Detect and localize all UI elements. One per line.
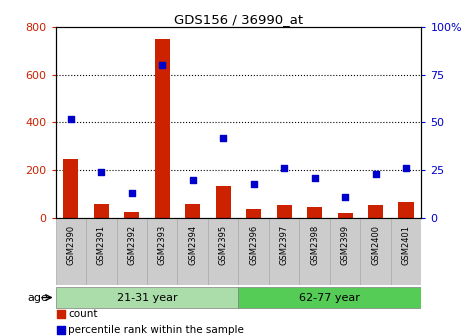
Bar (246, 209, 261, 218)
Point (341, 194, 349, 200)
Text: GSM2399: GSM2399 (341, 225, 350, 265)
Bar (300, 218, 330, 285)
Text: age: age (27, 293, 48, 302)
Bar (276, 205, 292, 218)
Bar (155, 39, 170, 218)
Point (57, 312, 65, 317)
Bar (86, 218, 117, 285)
Bar (208, 218, 238, 285)
Bar (368, 205, 383, 218)
Bar (177, 218, 208, 285)
Text: GSM2394: GSM2394 (188, 225, 197, 265)
Bar (307, 207, 322, 218)
Point (57, 328, 65, 333)
Point (311, 175, 319, 180)
Point (158, 62, 166, 68)
Bar (124, 212, 139, 218)
Bar (185, 204, 200, 218)
Text: percentile rank within the sample: percentile rank within the sample (69, 325, 244, 335)
Text: GSM2401: GSM2401 (401, 225, 411, 265)
Bar (338, 213, 353, 218)
Bar (94, 204, 109, 218)
Text: GSM2397: GSM2397 (280, 225, 288, 265)
Text: GSM2398: GSM2398 (310, 225, 319, 265)
Point (128, 191, 136, 196)
Bar (391, 218, 421, 285)
Text: GSM2390: GSM2390 (66, 225, 75, 265)
Bar (360, 218, 391, 285)
Text: 21-31 year: 21-31 year (117, 293, 177, 302)
Point (219, 135, 227, 140)
Bar (330, 218, 360, 285)
Text: GSM2396: GSM2396 (249, 225, 258, 265)
Point (372, 171, 379, 177)
Bar (117, 218, 147, 285)
Text: GSM2392: GSM2392 (127, 225, 136, 265)
Bar (399, 203, 414, 218)
Text: GSM2400: GSM2400 (371, 225, 380, 265)
Point (402, 166, 410, 171)
Bar (56, 218, 86, 285)
Text: GSM2391: GSM2391 (97, 225, 106, 265)
Bar (63, 160, 78, 218)
Bar (147, 218, 177, 285)
Text: count: count (69, 309, 98, 320)
Bar (56, 287, 238, 308)
Title: GDS156 / 36990_at: GDS156 / 36990_at (174, 13, 303, 26)
Point (189, 177, 196, 182)
Point (250, 181, 257, 186)
Text: GSM2395: GSM2395 (219, 225, 228, 265)
Bar (238, 287, 421, 308)
Point (98, 169, 105, 175)
Bar (238, 218, 269, 285)
Text: 62-77 year: 62-77 year (300, 293, 360, 302)
Point (67, 116, 75, 121)
Bar (269, 218, 300, 285)
Point (281, 166, 288, 171)
Text: GSM2393: GSM2393 (158, 225, 167, 265)
Bar (216, 186, 231, 218)
